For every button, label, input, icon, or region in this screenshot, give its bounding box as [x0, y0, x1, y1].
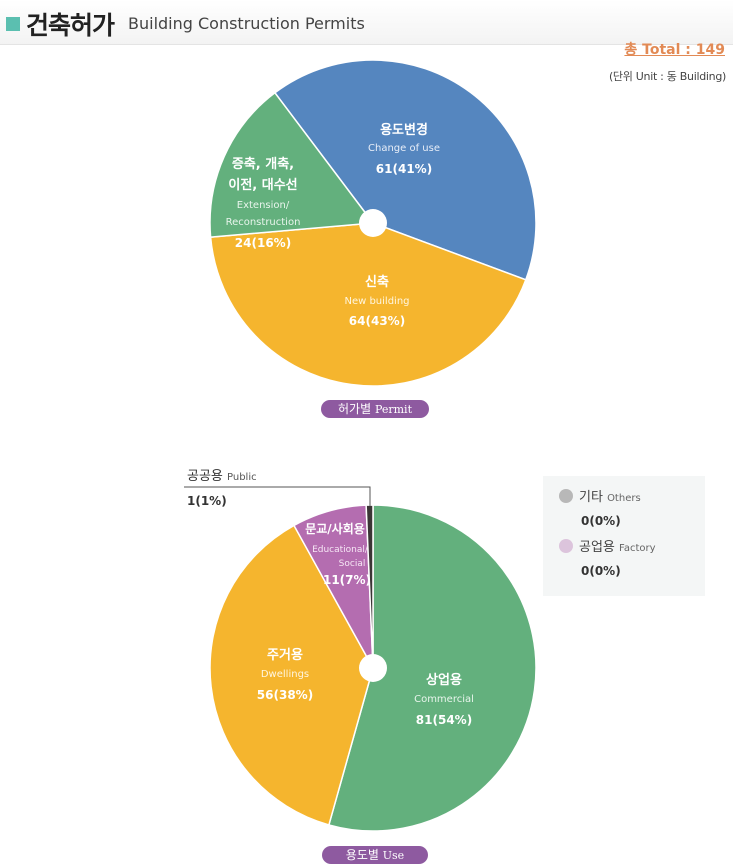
unit-note: (단위 Unit : 동 Building)	[608, 70, 726, 83]
permit-label-ko: 허가별	[338, 402, 372, 416]
use-slice-label-en: Commercial	[414, 694, 474, 705]
permit-slice-1	[209, 222, 527, 387]
permit-slice-label: 증축, 개축,	[232, 156, 294, 172]
title-bar: 건축허가 Building Construction Permits	[0, 0, 733, 45]
title-marker	[6, 17, 20, 31]
use-slice-value: 11(7%)	[323, 573, 371, 587]
use-slice-label-en: Educational/	[312, 545, 369, 555]
use-label-en: Use	[382, 849, 405, 862]
use-slice-label: 문교/사회용	[305, 521, 365, 536]
public-callout-line	[184, 486, 371, 506]
use-center-hole	[359, 654, 387, 682]
permit-slice-label-en: Extension/	[237, 200, 290, 211]
legend-item-others: 기타 Others	[559, 486, 641, 505]
legend-label-en: Factory	[619, 543, 656, 554]
legend-value: 0(0%)	[581, 514, 621, 528]
use-slice-label-en: Public	[227, 472, 257, 483]
legend-label: 기타	[579, 490, 603, 505]
others-dot-icon	[559, 489, 573, 503]
permit-slice-0	[273, 59, 537, 281]
use-slice-label-en: Social	[339, 559, 366, 569]
permit-label-en: Permit	[374, 403, 412, 416]
use-slice-label: 주거용	[267, 647, 303, 663]
permit-center-hole	[359, 209, 387, 237]
permit-slice-label-en: Reconstruction	[226, 217, 301, 228]
use-slice-value: 1(1%)	[187, 494, 227, 508]
use-slice-1	[209, 524, 374, 826]
total-count: 총 Total : 149	[624, 42, 725, 58]
use-slice-label: 상업용	[426, 672, 462, 688]
permit-slice-label: 용도변경	[380, 122, 428, 138]
factory-dot-icon	[559, 539, 573, 553]
legend-item-factory: 공업용 Factory	[559, 536, 656, 555]
use-label-ko: 용도별	[345, 848, 379, 862]
legend-label-en: Others	[607, 493, 641, 504]
permit-slice-value: 24(16%)	[235, 236, 291, 250]
use-slice-0	[327, 504, 537, 832]
permit-chart-label: 허가별 Permit	[321, 400, 429, 418]
permit-slice-value: 61(41%)	[376, 162, 432, 176]
permit-slice-2	[209, 91, 375, 238]
legend-value: 0(0%)	[581, 564, 621, 578]
permit-slice-label: 신축	[365, 274, 389, 290]
legend-label: 공업용	[579, 540, 615, 555]
use-slice-value: 81(54%)	[416, 713, 472, 727]
use-slice-label-en: Dwellings	[261, 669, 309, 680]
page-subtitle: Building Construction Permits	[128, 14, 365, 33]
use-slice-value: 56(38%)	[257, 688, 313, 702]
use-slice-label: 공공용 Public	[187, 469, 257, 484]
permit-slice-value: 64(43%)	[349, 314, 405, 328]
permit-slice-label-en: New building	[344, 296, 409, 307]
permit-slice-label: 이전, 대수선	[228, 177, 297, 193]
permit-slice-label-en: Change of use	[368, 143, 440, 154]
page-title: 건축허가	[26, 11, 115, 40]
use-legend: 기타 Others 0(0%) 공업용 Factory 0(0%)	[543, 476, 705, 596]
use-chart-label: 용도별 Use	[322, 846, 428, 864]
